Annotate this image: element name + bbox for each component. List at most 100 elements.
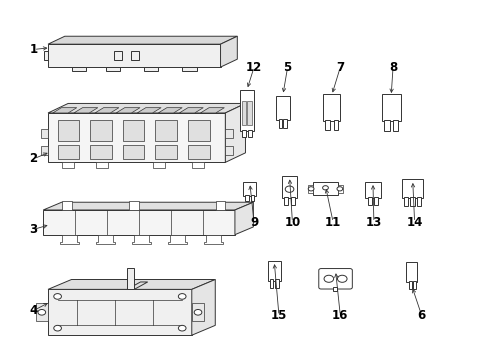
Bar <box>245 195 248 201</box>
Text: 4: 4 <box>29 304 38 317</box>
Polygon shape <box>62 201 72 210</box>
Polygon shape <box>95 108 119 113</box>
Bar <box>290 197 294 205</box>
Circle shape <box>337 275 346 282</box>
Polygon shape <box>113 51 122 60</box>
Bar <box>243 182 256 196</box>
Bar <box>284 197 287 205</box>
Text: 6: 6 <box>417 309 425 322</box>
Circle shape <box>194 310 202 315</box>
Circle shape <box>178 325 185 331</box>
Text: 3: 3 <box>29 223 38 236</box>
Bar <box>281 176 297 198</box>
Text: 13: 13 <box>365 216 381 229</box>
Polygon shape <box>41 129 48 138</box>
Polygon shape <box>129 201 139 210</box>
Polygon shape <box>307 185 312 193</box>
Polygon shape <box>132 235 151 243</box>
Polygon shape <box>48 113 225 162</box>
Bar <box>383 120 389 131</box>
Bar <box>416 197 420 206</box>
Circle shape <box>285 186 293 192</box>
Bar <box>365 182 380 198</box>
Text: 5: 5 <box>283 60 291 73</box>
Bar <box>241 100 245 125</box>
Polygon shape <box>191 303 203 321</box>
Bar <box>312 182 337 195</box>
Circle shape <box>307 187 313 191</box>
Bar <box>412 280 415 289</box>
Bar <box>332 287 337 292</box>
Polygon shape <box>203 235 223 243</box>
Bar <box>269 279 273 288</box>
Bar <box>406 262 416 282</box>
Polygon shape <box>48 103 245 113</box>
Polygon shape <box>53 108 77 113</box>
Bar <box>250 195 254 201</box>
Polygon shape <box>191 279 215 335</box>
Bar <box>333 120 338 130</box>
Polygon shape <box>96 235 115 243</box>
Polygon shape <box>43 210 234 235</box>
Polygon shape <box>96 162 108 168</box>
Polygon shape <box>234 202 253 235</box>
Circle shape <box>54 294 61 299</box>
Text: 16: 16 <box>331 309 348 322</box>
Polygon shape <box>182 67 196 71</box>
Circle shape <box>54 325 61 331</box>
Bar <box>323 94 340 121</box>
Polygon shape <box>179 108 203 113</box>
Bar <box>58 145 79 159</box>
Bar <box>275 279 278 288</box>
Circle shape <box>38 310 45 315</box>
Polygon shape <box>225 129 232 138</box>
Polygon shape <box>43 202 253 210</box>
Bar <box>325 120 329 130</box>
Bar <box>381 94 400 121</box>
Text: 11: 11 <box>325 216 341 229</box>
Polygon shape <box>158 108 182 113</box>
Text: 10: 10 <box>284 216 300 229</box>
Polygon shape <box>41 147 48 155</box>
Bar <box>122 120 144 141</box>
Polygon shape <box>225 147 232 155</box>
Text: 14: 14 <box>406 216 422 229</box>
Bar <box>90 145 112 159</box>
Text: 2: 2 <box>29 152 38 165</box>
Polygon shape <box>127 282 147 289</box>
Polygon shape <box>225 103 245 162</box>
Bar <box>276 96 289 120</box>
Bar <box>401 179 423 198</box>
Bar <box>155 145 177 159</box>
Circle shape <box>178 294 185 299</box>
Polygon shape <box>48 44 220 67</box>
Circle shape <box>322 186 328 190</box>
Bar <box>90 120 112 141</box>
Polygon shape <box>48 279 215 289</box>
Polygon shape <box>48 289 191 335</box>
Text: 12: 12 <box>245 60 262 73</box>
Bar <box>367 197 371 205</box>
Polygon shape <box>220 36 237 67</box>
Text: 7: 7 <box>336 60 344 73</box>
Bar <box>408 280 411 289</box>
Bar <box>267 261 280 280</box>
Polygon shape <box>131 51 139 60</box>
Polygon shape <box>200 108 224 113</box>
Bar <box>187 120 209 141</box>
Polygon shape <box>74 108 98 113</box>
Text: 15: 15 <box>270 309 286 322</box>
Polygon shape <box>44 51 48 60</box>
Polygon shape <box>137 108 161 113</box>
Bar <box>247 130 251 137</box>
Text: 8: 8 <box>388 60 396 73</box>
Polygon shape <box>105 67 120 71</box>
Bar <box>283 119 286 128</box>
Bar <box>58 120 79 141</box>
Polygon shape <box>153 162 165 168</box>
Polygon shape <box>215 201 225 210</box>
Polygon shape <box>127 268 134 289</box>
Bar <box>239 90 254 131</box>
Polygon shape <box>167 235 186 243</box>
Polygon shape <box>337 185 342 193</box>
